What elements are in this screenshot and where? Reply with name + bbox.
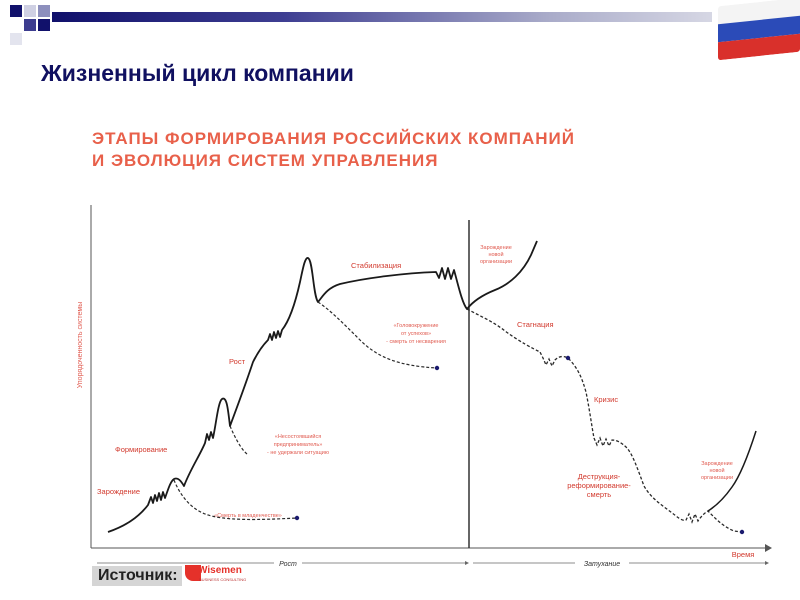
decor-square: [10, 33, 22, 45]
note-new-org-top-1: Зарождение: [480, 245, 512, 251]
note-dizziness-3: - смерть от несварения: [386, 339, 446, 345]
logo-mark-icon: [185, 565, 201, 581]
arrowhead-icon: [765, 561, 769, 565]
x-axis-arrow-icon: [765, 544, 772, 552]
figure-title-line-1: ЭТАПЫ ФОРМИРОВАНИЯ РОССИЙСКИХ КОМПАНИЙ: [92, 129, 575, 148]
note-dizziness-2: от успехов»: [401, 331, 431, 337]
infant-death-branch: [173, 479, 298, 521]
wisemen-logo: Wisemen BUSINESS CONSULTING: [185, 565, 249, 591]
x-axis-label: Время: [732, 550, 755, 559]
note-new-org-top-3: организации: [480, 259, 512, 265]
decor-square: [10, 5, 22, 17]
decor-square: [24, 19, 36, 31]
stage-label-birth: Зарождение: [97, 487, 140, 496]
stage-label-stagnation: Стагнация: [517, 320, 554, 329]
figure-title: ЭТАПЫ ФОРМИРОВАНИЯ РОССИЙСКИХ КОМПАНИЙ И…: [92, 128, 652, 172]
decline-curve: [466, 308, 743, 533]
note-failed-entrepreneur-3: - не удержали ситуацию: [267, 450, 329, 456]
new-org-curve-bottom: [707, 430, 757, 512]
endpoint-dot: [434, 365, 440, 371]
endpoint-dot: [565, 355, 571, 361]
endpoint-dot: [294, 515, 300, 521]
note-new-org-top-2: новой: [488, 251, 503, 258]
phase-label-decline: Затухание: [584, 561, 620, 568]
dizziness-branch: [317, 301, 438, 369]
note-new-org-bottom-3: организации: [701, 475, 733, 481]
logo-subtext: BUSINESS CONSULTING: [199, 577, 247, 582]
note-failed-entrepreneur-1: «Несостоявшийся: [275, 433, 321, 440]
decor-square: [38, 19, 50, 31]
note-new-org-bottom-2: новой: [709, 467, 724, 474]
stage-label-formation: Формирование: [115, 445, 167, 454]
source-label: Источник:: [92, 566, 182, 586]
failed-entrepreneur-branch: [229, 425, 248, 455]
stage-label-destruction-2: реформирование-: [567, 481, 631, 490]
endpoint-dot: [739, 529, 745, 535]
header-gradient-bar: [52, 12, 712, 22]
logo-text: Wisemen: [198, 565, 242, 576]
figure-title-line-2: И ЭВОЛЮЦИЯ СИСТЕМ УПРАВЛЕНИЯ: [92, 151, 439, 170]
phase-label-bg: [274, 558, 302, 568]
note-infant-death: «Смерть в младенчестве»: [214, 513, 282, 519]
decor-square: [24, 5, 36, 17]
stage-label-growth: Рост: [229, 357, 246, 366]
decor-square: [38, 5, 50, 17]
note-dizziness-1: «Головокружение: [394, 323, 439, 329]
note-new-org-bottom-1: Зарождение: [701, 461, 733, 467]
phase-label-growth: Рост: [279, 561, 297, 568]
stage-label-stabilization: Стабилизация: [351, 261, 401, 270]
stage-label-destruction-3: смерть: [587, 490, 612, 499]
slide-title: Жизненный цикл компании: [41, 60, 354, 86]
main-growth-curve: [107, 240, 538, 533]
phase-label-bg: [575, 558, 629, 568]
y-axis-label: Упорядоченность системы: [77, 302, 84, 388]
stage-label-destruction-1: Деструкция-: [578, 472, 621, 481]
note-failed-entrepreneur-2: предприниматель»: [274, 442, 323, 448]
stage-label-crisis: Кризис: [594, 395, 618, 404]
arrowhead-icon: [465, 561, 469, 565]
